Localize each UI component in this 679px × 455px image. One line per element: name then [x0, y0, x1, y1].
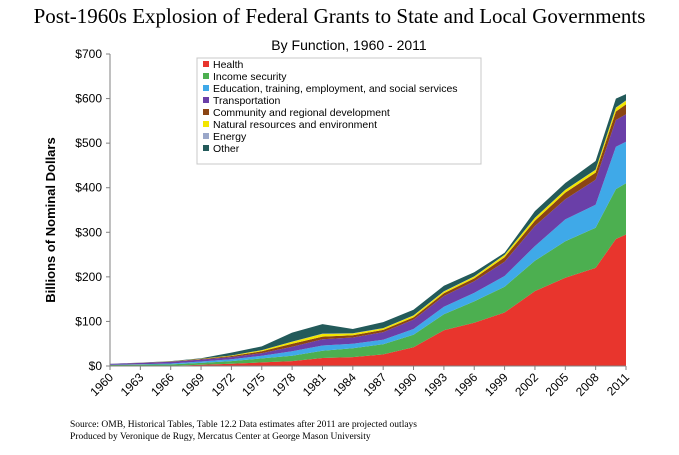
x-tick-label: 1987	[361, 370, 390, 399]
legend-label-energy: Energy	[213, 131, 247, 143]
x-tick-label: 1966	[148, 370, 177, 399]
y-tick-label: $0	[89, 359, 103, 373]
legend-swatch-natural-resources-and-environment	[203, 121, 209, 127]
source-note: Source: OMB, Historical Tables, Table 12…	[70, 420, 417, 430]
x-tick-label: 1972	[209, 370, 238, 399]
x-tick-label: 1960	[87, 370, 116, 399]
legend-swatch-health	[203, 61, 209, 67]
page-title: Post-1960s Explosion of Federal Grants t…	[33, 4, 646, 28]
y-tick-label: $200	[75, 270, 102, 284]
x-tick-label: 1999	[482, 370, 511, 399]
chart-subtitle: By Function, 1960 - 2011	[271, 37, 427, 53]
x-tick-label: 1963	[118, 370, 147, 399]
x-tick-label: 1969	[178, 370, 207, 399]
legend-label-natural-resources-and-environment: Natural resources and environment	[213, 119, 377, 131]
y-tick-label: $100	[75, 314, 102, 328]
x-tick-label: 2005	[543, 370, 572, 399]
credit-note: Produced by Veronique de Rugy, Mercatus …	[70, 432, 371, 442]
series-area-income-security	[110, 183, 626, 366]
x-tick-label: 1984	[330, 370, 359, 399]
footer: Source: OMB, Historical Tables, Table 12…	[70, 419, 417, 443]
y-tick-label: $600	[75, 92, 102, 106]
x-tick-label: 1990	[391, 370, 420, 399]
x-tick-label: 2011	[604, 370, 632, 398]
x-tick-label: 1996	[452, 370, 481, 399]
x-tick-label: 1993	[421, 370, 450, 399]
x-tick-label: 1981	[300, 370, 329, 399]
legend-label-education-training-employment-and-social-services: Education, training, employment, and soc…	[213, 83, 458, 95]
legend-label-income-security: Income security	[213, 71, 287, 83]
legend-swatch-transportation	[203, 97, 209, 103]
y-axis-label: Billions of Nominal Dollars	[43, 137, 58, 302]
legend-swatch-other	[203, 145, 209, 151]
y-tick-label: $400	[75, 181, 102, 195]
y-tick-label: $500	[75, 136, 102, 150]
legend-swatch-income-security	[203, 73, 209, 79]
legend-swatch-community-and-regional-development	[203, 109, 209, 115]
y-tick-label: $300	[75, 225, 102, 239]
legend-label-other: Other	[213, 143, 240, 155]
x-tick-label: 2008	[573, 370, 602, 399]
y-tick-label: $700	[75, 47, 102, 61]
legend-label-transportation: Transportation	[213, 95, 280, 107]
x-tick-label: 2002	[512, 370, 541, 399]
legend-label-health: Health	[213, 59, 244, 71]
legend-swatch-energy	[203, 133, 209, 139]
x-tick-label: 1978	[269, 370, 298, 399]
legend-swatch-education-training-employment-and-social-services	[203, 85, 209, 91]
areas-layer	[110, 94, 626, 366]
x-tick-label: 1975	[239, 370, 268, 399]
series-area-health	[110, 234, 626, 366]
series-area-other	[110, 94, 626, 364]
legend-label-community-and-regional-development: Community and regional development	[213, 107, 390, 119]
legend-box	[196, 57, 482, 165]
